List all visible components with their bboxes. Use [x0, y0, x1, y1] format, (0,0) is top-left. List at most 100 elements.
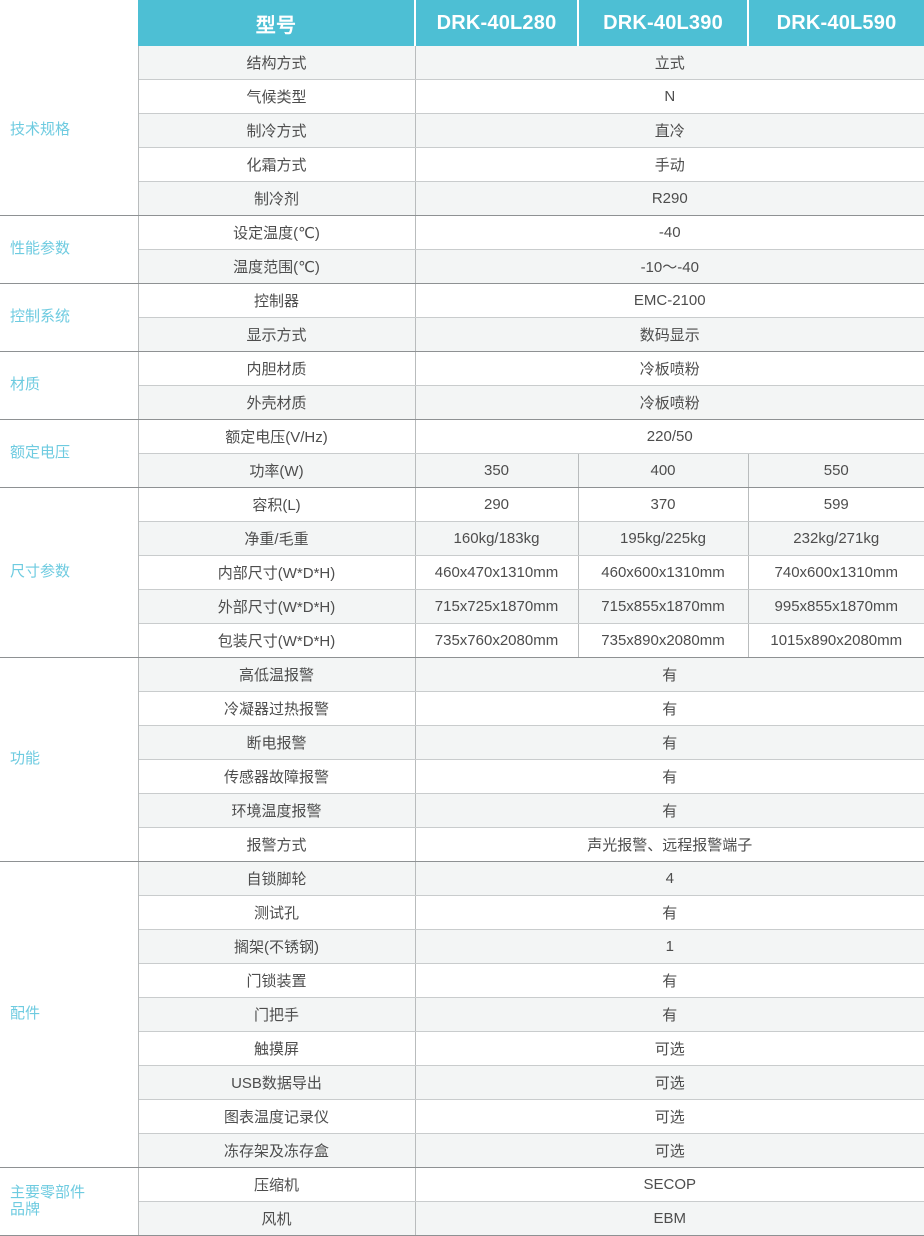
spec-value-all-models: 冷板喷粉	[415, 351, 924, 386]
spec-name: 包装尺寸(W*D*H)	[138, 623, 416, 658]
spec-name: 门锁装置	[138, 963, 416, 998]
spec-value-model-1: 735x760x2080mm	[415, 623, 579, 658]
spec-value-all-models: -40	[415, 215, 924, 250]
spec-value-all-models: 可选	[415, 1065, 924, 1100]
table-row: 功率(W) 350 400 550	[0, 453, 924, 488]
spec-name: 温度范围(℃)	[138, 249, 416, 284]
spec-value-model-3: 232kg/271kg	[748, 521, 924, 556]
spec-name: 图表温度记录仪	[138, 1099, 416, 1134]
spec-value-model-1: 715x725x1870mm	[415, 589, 579, 624]
spec-name: 制冷方式	[138, 113, 416, 148]
header-model-2: DRK-40L390	[578, 0, 749, 46]
spec-name: 设定温度(℃)	[138, 215, 416, 250]
group-label: 功能	[0, 657, 139, 862]
spec-name: 断电报警	[138, 725, 416, 760]
spec-name: 控制器	[138, 283, 416, 318]
table-row: 尺寸参数 容积(L) 290 370 599	[0, 487, 924, 658]
spec-value-model-3: 599	[748, 487, 924, 522]
table-body: 技术规格 结构方式 立式 气候类型 N 制冷方式 直冷 化霜方式 手动 制冷剂 R290 性能参数 设定…	[0, 46, 924, 1236]
spec-value-all-models: 手动	[415, 147, 924, 182]
table-row: 技术规格 结构方式 立式	[0, 46, 924, 216]
spec-value-model-3: 1015x890x2080mm	[748, 623, 924, 658]
table-row: 门锁装置有	[0, 963, 924, 998]
table-row: 显示方式 数码显示	[0, 317, 924, 352]
spec-name: 内胆材质	[138, 351, 416, 386]
table-row: 搁架(不锈钢) 1	[0, 929, 924, 964]
spec-name: 功率(W)	[138, 453, 416, 488]
spec-value-all-models: 可选	[415, 1031, 924, 1066]
table-row: 测试孔有	[0, 895, 924, 930]
spec-value-all-models: 有	[415, 725, 924, 760]
table-row: 温度范围(℃) -10〜-40	[0, 249, 924, 284]
spec-name: 结构方式	[138, 46, 416, 80]
spec-value-all-models: R290	[415, 181, 924, 216]
header-corner-cell	[0, 0, 138, 46]
group-label: 控制系统	[0, 283, 139, 352]
group-label: 主要零部件 品牌	[0, 1167, 139, 1236]
spec-name: 高低温报警	[138, 657, 416, 692]
header-model-label: 型号	[138, 0, 416, 46]
group-label: 材质	[0, 351, 139, 420]
table-row: 环境温度报警有	[0, 793, 924, 828]
spec-value-all-models: 有	[415, 657, 924, 692]
spec-name: 风机	[138, 1201, 416, 1236]
spec-name: 内部尺寸(W*D*H)	[138, 555, 416, 590]
spec-name: 冷凝器过热报警	[138, 691, 416, 726]
table-row: 冷凝器过热报警有	[0, 691, 924, 726]
spec-value-all-models: 数码显示	[415, 317, 924, 352]
table-row: 化霜方式 手动	[0, 147, 924, 182]
spec-value-model-1: 160kg/183kg	[415, 521, 579, 556]
spec-value-all-models: 冷板喷粉	[415, 385, 924, 420]
header-model-1: DRK-40L280	[415, 0, 579, 46]
group-label: 配件	[0, 861, 139, 1168]
table-row: 气候类型 N	[0, 79, 924, 114]
spec-name: 外部尺寸(W*D*H)	[138, 589, 416, 624]
spec-value-model-2: 400	[578, 453, 749, 488]
spec-value-model-1: 290	[415, 487, 579, 522]
spec-value-all-models: 220/50	[415, 419, 924, 454]
table-row: 额定电压 额定电压(V/Hz) 220/50	[0, 419, 924, 488]
table-row: 配件 自锁脚轮 4	[0, 861, 924, 1168]
header-row: 型号 DRK-40L280 DRK-40L390 DRK-40L590	[0, 0, 924, 46]
spec-name: 外壳材质	[138, 385, 416, 420]
spec-name: 传感器故障报警	[138, 759, 416, 794]
spec-value-model-2: 370	[578, 487, 749, 522]
spec-name: 额定电压(V/Hz)	[138, 419, 416, 454]
spec-name: 化霜方式	[138, 147, 416, 182]
spec-value-all-models: 有	[415, 997, 924, 1032]
spec-value-model-3: 740x600x1310mm	[748, 555, 924, 590]
table-row: 风机 EBM	[0, 1201, 924, 1236]
spec-value-all-models: 声光报警、远程报警端子	[415, 827, 924, 862]
spec-name: 搁架(不锈钢)	[138, 929, 416, 964]
table-row: 控制系统 控制器 EMC-2100	[0, 283, 924, 352]
table-row: 门把手有	[0, 997, 924, 1032]
spec-name: 报警方式	[138, 827, 416, 862]
table-row: 内部尺寸(W*D*H) 460x470x1310mm 460x600x1310mm 7…	[0, 555, 924, 590]
spec-value-model-3: 995x855x1870mm	[748, 589, 924, 624]
table-row: 材质 内胆材质 冷板喷粉	[0, 351, 924, 420]
spec-name: 净重/毛重	[138, 521, 416, 556]
spec-value-model-1: 350	[415, 453, 579, 488]
table-row: 制冷剂 R290	[0, 181, 924, 216]
spec-value-all-models: N	[415, 79, 924, 114]
group-label: 尺寸参数	[0, 487, 139, 658]
spec-value-model-2: 715x855x1870mm	[578, 589, 749, 624]
table-row: 外部尺寸(W*D*H) 715x725x1870mm 715x855x1870mm 9…	[0, 589, 924, 624]
spec-value-all-models: SECOP	[415, 1167, 924, 1202]
spec-name: 压缩机	[138, 1167, 416, 1202]
spec-value-all-models: 1	[415, 929, 924, 964]
spec-value-all-models: 4	[415, 861, 924, 896]
table-header: 型号 DRK-40L280 DRK-40L390 DRK-40L590	[0, 0, 924, 46]
spec-value-all-models: 有	[415, 691, 924, 726]
table-row: 主要零部件 品牌 压缩机 SECOP	[0, 1167, 924, 1236]
spec-value-model-1: 460x470x1310mm	[415, 555, 579, 590]
spec-value-all-models: 可选	[415, 1099, 924, 1134]
spec-value-all-models: 有	[415, 895, 924, 930]
spec-value-all-models: EBM	[415, 1201, 924, 1236]
spec-value-all-models: 可选	[415, 1133, 924, 1168]
spec-name: 门把手	[138, 997, 416, 1032]
table-row: 制冷方式 直冷	[0, 113, 924, 148]
group-label: 额定电压	[0, 419, 139, 488]
header-model-3: DRK-40L590	[748, 0, 924, 46]
table-row: 报警方式 声光报警、远程报警端子	[0, 827, 924, 862]
